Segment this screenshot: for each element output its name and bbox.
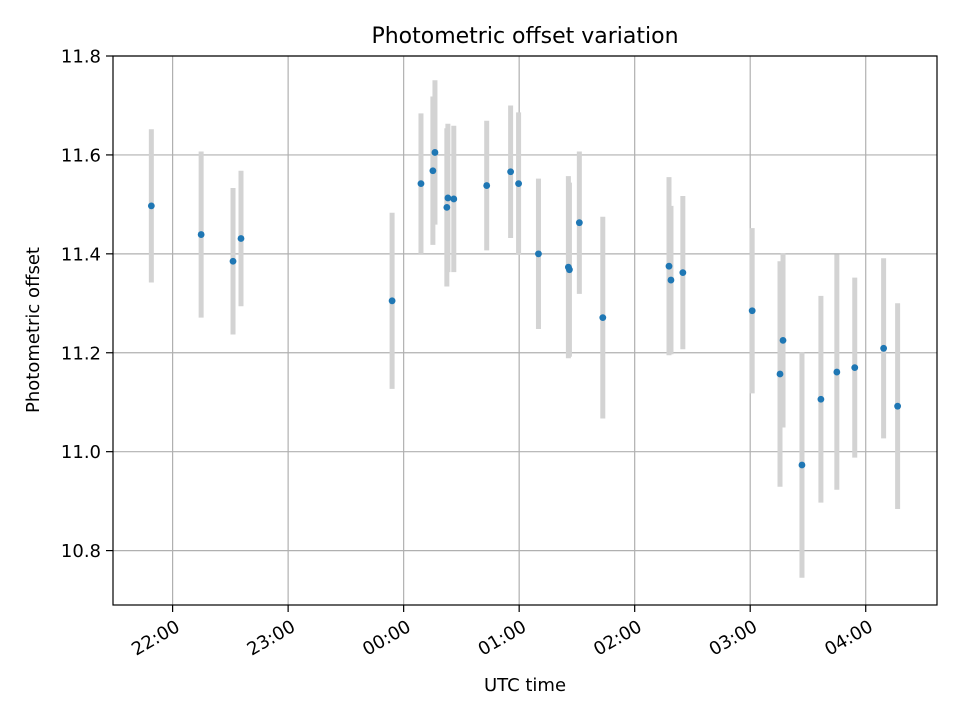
y-axis-ticks: 10.8 11.0 11.2 11.4 11.6 11.8 bbox=[61, 47, 113, 562]
data-point bbox=[443, 203, 451, 211]
data-point bbox=[833, 368, 841, 376]
chart-title: Photometric offset variation bbox=[371, 24, 678, 49]
y-tick-label: 11.4 bbox=[61, 244, 101, 265]
data-point bbox=[880, 344, 888, 352]
y-tick-label: 11.2 bbox=[61, 343, 101, 364]
y-tick-label: 10.8 bbox=[61, 541, 101, 562]
data-points bbox=[147, 149, 902, 469]
data-point bbox=[894, 402, 902, 410]
y-tick-label: 11.6 bbox=[61, 145, 101, 166]
data-point bbox=[535, 250, 542, 258]
x-axis-label: UTC time bbox=[484, 675, 566, 696]
data-point bbox=[515, 180, 522, 188]
data-point bbox=[817, 395, 825, 403]
data-point bbox=[229, 257, 237, 265]
data-point bbox=[429, 167, 437, 175]
data-point bbox=[851, 364, 859, 371]
data-point bbox=[483, 182, 491, 189]
data-point bbox=[450, 195, 458, 203]
y-tick-label: 11.8 bbox=[61, 47, 101, 68]
data-point bbox=[566, 266, 573, 274]
y-axis-label: Photometric offset bbox=[23, 247, 44, 413]
data-point bbox=[665, 262, 673, 270]
data-point bbox=[507, 168, 515, 176]
data-point bbox=[431, 149, 439, 156]
data-point bbox=[147, 202, 155, 210]
data-point bbox=[679, 269, 687, 277]
data-point bbox=[776, 370, 784, 378]
data-point bbox=[779, 336, 787, 344]
plot-area-background bbox=[113, 56, 937, 605]
data-point bbox=[237, 235, 245, 242]
y-tick-label: 11.0 bbox=[61, 442, 101, 463]
data-point bbox=[748, 307, 756, 315]
data-point bbox=[417, 180, 425, 188]
data-point bbox=[197, 231, 205, 238]
data-point bbox=[388, 297, 396, 305]
data-point bbox=[599, 314, 607, 322]
data-point bbox=[667, 276, 675, 284]
data-point bbox=[444, 194, 452, 202]
data-point bbox=[798, 461, 806, 469]
plot-frame bbox=[112, 55, 938, 606]
data-point bbox=[575, 219, 583, 227]
